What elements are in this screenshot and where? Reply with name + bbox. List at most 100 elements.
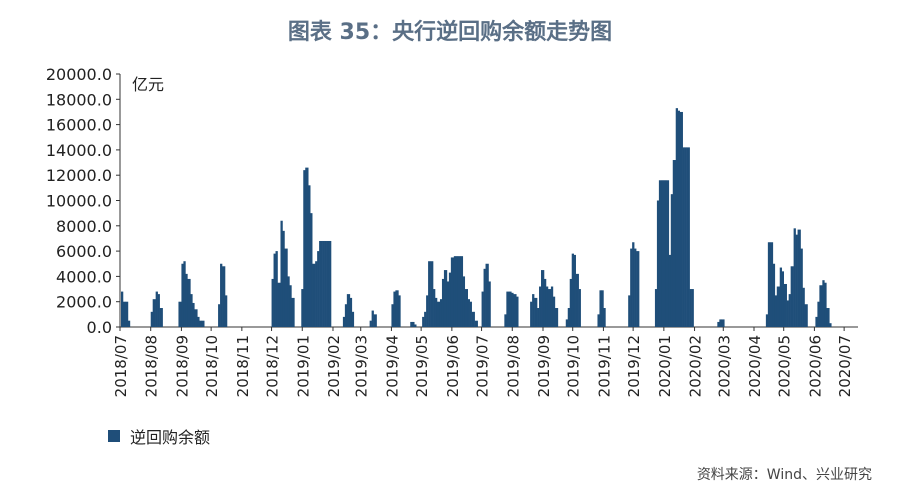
bar [599,290,602,327]
x-tick-label: 2020/03 [715,335,733,397]
bar [516,296,519,327]
bar [788,294,791,327]
bar [719,319,722,327]
bar [797,229,801,327]
bar [450,257,455,327]
bar [194,309,198,327]
bar [547,289,552,327]
x-tick-label: 2019/12 [625,335,643,397]
bar [201,320,205,327]
bar [319,240,323,327]
bar [488,281,491,327]
chart-title: 图表 35：央行逆回购余额走势图 [287,20,613,45]
bar [554,308,559,327]
bar [679,111,683,327]
bar [663,180,667,327]
bar [289,285,292,327]
bar [786,300,789,327]
x-tick-label: 2019/06 [444,335,462,397]
bar [513,294,517,327]
bar [127,320,131,327]
bar [455,256,459,327]
bar [424,311,427,327]
bar [426,295,429,328]
bar [545,286,549,327]
bar [684,147,687,327]
bar [439,299,443,327]
x-tick-label: 2018/10 [203,335,221,397]
bar [457,256,462,327]
bar [462,276,466,327]
bar [291,297,295,327]
bar [532,294,535,327]
bar [682,147,685,327]
bar [658,180,663,327]
bar [346,294,351,327]
source-note: 资料来源：Wind、兴业研究 [696,467,872,483]
bar [351,311,355,327]
bar [800,248,803,327]
y-tick-label: 0.0 [87,318,112,337]
bar [284,248,288,327]
bar [575,273,579,327]
bar [578,289,581,327]
bar [329,240,332,327]
x-tick-label: 2019/07 [474,335,492,397]
bar [534,297,538,327]
bar [178,301,182,327]
bar [636,251,640,327]
bar [776,286,781,327]
x-tick-label: 2020/01 [656,335,674,397]
bar [410,321,413,327]
bar [287,276,290,327]
bar [155,291,158,327]
bar [122,301,126,327]
bar [485,263,489,327]
bar [312,263,316,327]
bar [824,282,827,327]
bar [159,308,163,327]
bar [772,263,776,327]
y-tick-label: 10000.0 [46,192,112,211]
bar [273,253,276,327]
bar [802,287,805,327]
y-tick-label: 2000.0 [56,293,112,312]
x-tick-label: 2018/11 [234,335,252,397]
bar [765,314,769,327]
bar [665,180,670,327]
bar [552,296,556,327]
bar [541,270,545,327]
bar [677,110,680,327]
y-tick-label: 6000.0 [56,242,112,261]
bar [467,299,470,327]
bar [511,292,514,327]
bar [509,291,512,327]
bar [686,147,690,327]
bar [305,167,309,327]
bar [342,316,346,327]
bar [190,294,193,327]
bar [443,270,448,327]
y-tick-label: 16000.0 [46,116,112,135]
x-tick-label: 2020/06 [806,335,824,397]
x-tick-label: 2019/01 [294,335,312,397]
bar [654,289,658,327]
bar [571,253,574,327]
bar [481,291,484,327]
bar [218,304,221,327]
bar [464,289,468,327]
bar [398,295,401,328]
bar [474,320,478,327]
bar [819,285,823,327]
bar [124,301,129,327]
bar [675,108,679,327]
bar [303,170,306,327]
bar [603,308,606,327]
y-tick-label: 12000.0 [46,166,112,185]
bar [446,281,450,327]
bar [471,311,475,327]
bar [567,308,571,327]
bar [373,314,377,327]
x-tick-label: 2019/11 [595,335,613,397]
